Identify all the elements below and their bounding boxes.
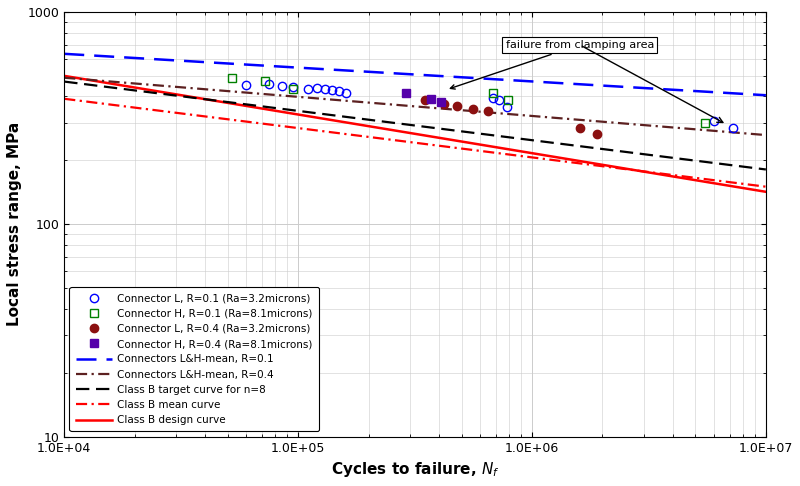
Line: Connector H, R=0.4 (Ra=8.1microns): Connector H, R=0.4 (Ra=8.1microns) bbox=[402, 89, 446, 106]
Class B mean curve bbox=[634, 168, 644, 174]
Class B mean curve bbox=[761, 184, 770, 190]
Connector H, R=0.4 (Ra=8.1microns) bbox=[437, 100, 446, 105]
Class B target curve for n=8 bbox=[397, 121, 406, 127]
Connector L, R=0.1 (Ra=3.2microns) bbox=[728, 125, 738, 131]
Class B design curve bbox=[744, 186, 754, 192]
Class B design curve bbox=[397, 129, 406, 135]
Connector L, R=0.1 (Ra=3.2microns) bbox=[502, 104, 511, 110]
Connector L, R=0.1 (Ra=3.2microns) bbox=[303, 86, 313, 92]
Class B target curve for n=8 bbox=[634, 151, 644, 156]
Class B mean curve bbox=[397, 138, 406, 144]
Connectors L&H-mean, R=0.4 bbox=[477, 109, 486, 115]
Class B target curve for n=8 bbox=[761, 167, 770, 173]
Connector L, R=0.1 (Ra=3.2microns) bbox=[327, 87, 337, 93]
Class B mean curve bbox=[744, 182, 754, 188]
Connectors L&H-mean, R=0.4 bbox=[439, 106, 449, 112]
Class B target curve for n=8 bbox=[477, 131, 486, 137]
Connectors L&H-mean, R=0.4 bbox=[634, 122, 644, 128]
Text: failure from clamping area: failure from clamping area bbox=[450, 40, 654, 89]
Class B design curve bbox=[393, 128, 402, 134]
Connector L, R=0.1 (Ra=3.2microns) bbox=[494, 97, 503, 103]
Connector L, R=0.4 (Ra=3.2microns) bbox=[575, 125, 585, 131]
Connector L, R=0.1 (Ra=3.2microns) bbox=[320, 86, 330, 92]
Connector L, R=0.1 (Ra=3.2microns) bbox=[242, 82, 251, 87]
Line: Connector L, R=0.1 (Ra=3.2microns): Connector L, R=0.1 (Ra=3.2microns) bbox=[242, 79, 737, 132]
Connector L, R=0.1 (Ra=3.2microns) bbox=[341, 90, 350, 96]
Class B design curve bbox=[634, 168, 644, 174]
Connector L, R=0.1 (Ra=3.2microns) bbox=[709, 119, 718, 124]
Class B target curve for n=8 bbox=[439, 126, 449, 132]
Class B mean curve bbox=[477, 148, 486, 154]
Line: Class B design curve: Class B design curve bbox=[64, 76, 766, 192]
Connector L, R=0.4 (Ra=3.2microns) bbox=[439, 101, 449, 106]
Connectors L&H-mean, R=0.4 bbox=[393, 102, 402, 108]
Connector L, R=0.4 (Ra=3.2microns) bbox=[592, 132, 602, 138]
Line: Class B target curve for n=8: Class B target curve for n=8 bbox=[64, 82, 766, 170]
Connectors L&H-mean, R=0.1 bbox=[634, 85, 644, 91]
Line: Connectors L&H-mean, R=0.1: Connectors L&H-mean, R=0.1 bbox=[64, 54, 766, 95]
Class B mean curve bbox=[59, 96, 69, 102]
Connector H, R=0.1 (Ra=8.1microns) bbox=[488, 90, 498, 96]
Connector L, R=0.1 (Ra=3.2microns) bbox=[288, 84, 298, 89]
Class B target curve for n=8 bbox=[59, 79, 69, 85]
Connectors L&H-mean, R=0.1 bbox=[761, 92, 770, 98]
Class B design curve bbox=[59, 73, 69, 79]
Class B mean curve bbox=[393, 138, 402, 143]
Connector L, R=0.1 (Ra=3.2microns) bbox=[264, 81, 274, 87]
Connector H, R=0.4 (Ra=8.1microns) bbox=[402, 90, 411, 96]
Connectors L&H-mean, R=0.4 bbox=[761, 132, 770, 138]
Connector L, R=0.4 (Ra=3.2microns) bbox=[468, 106, 478, 112]
Connectors L&H-mean, R=0.4 bbox=[397, 103, 406, 108]
Connectors L&H-mean, R=0.1 bbox=[397, 71, 406, 77]
Connectors L&H-mean, R=0.4 bbox=[59, 75, 69, 81]
Connector L, R=0.1 (Ra=3.2microns) bbox=[277, 83, 286, 88]
Legend: Connector L, R=0.1 (Ra=3.2microns), Connector H, R=0.1 (Ra=8.1microns), Connecto: Connector L, R=0.1 (Ra=3.2microns), Conn… bbox=[70, 287, 319, 432]
Connectors L&H-mean, R=0.1 bbox=[393, 70, 402, 76]
Connector L, R=0.1 (Ra=3.2microns) bbox=[488, 95, 498, 101]
Connector H, R=0.1 (Ra=8.1microns) bbox=[227, 75, 237, 81]
Class B mean curve bbox=[439, 143, 449, 149]
Connector H, R=0.1 (Ra=8.1microns) bbox=[288, 86, 298, 92]
Connector H, R=0.1 (Ra=8.1microns) bbox=[260, 78, 270, 84]
Class B design curve bbox=[439, 136, 449, 141]
Line: Class B mean curve: Class B mean curve bbox=[64, 99, 766, 187]
Line: Connector L, R=0.4 (Ra=3.2microns): Connector L, R=0.4 (Ra=3.2microns) bbox=[421, 96, 602, 139]
Connector L, R=0.4 (Ra=3.2microns) bbox=[421, 97, 430, 103]
Connector H, R=0.1 (Ra=8.1microns) bbox=[700, 120, 710, 126]
Class B design curve bbox=[761, 189, 770, 195]
Connector L, R=0.1 (Ra=3.2microns) bbox=[334, 88, 344, 94]
Connector H, R=0.1 (Ra=8.1microns) bbox=[503, 97, 513, 103]
Class B target curve for n=8 bbox=[393, 121, 402, 126]
Line: Connectors L&H-mean, R=0.4: Connectors L&H-mean, R=0.4 bbox=[64, 78, 766, 135]
Connector L, R=0.1 (Ra=3.2microns) bbox=[312, 85, 322, 90]
Y-axis label: Local stress range, MPa: Local stress range, MPa bbox=[7, 122, 22, 327]
Connectors L&H-mean, R=0.1 bbox=[744, 91, 754, 97]
Connector L, R=0.4 (Ra=3.2microns) bbox=[483, 108, 493, 114]
Line: Connector H, R=0.1 (Ra=8.1microns): Connector H, R=0.1 (Ra=8.1microns) bbox=[227, 73, 710, 127]
Connectors L&H-mean, R=0.1 bbox=[439, 73, 449, 79]
Class B target curve for n=8 bbox=[744, 164, 754, 170]
Class B design curve bbox=[477, 142, 486, 148]
X-axis label: Cycles to failure, $N_f$: Cycles to failure, $N_f$ bbox=[330, 460, 499, 479]
Connectors L&H-mean, R=0.1 bbox=[59, 51, 69, 57]
Connectors L&H-mean, R=0.1 bbox=[477, 75, 486, 81]
Connectors L&H-mean, R=0.4 bbox=[744, 131, 754, 137]
Connector H, R=0.4 (Ra=8.1microns) bbox=[426, 96, 436, 102]
Connector L, R=0.4 (Ra=3.2microns) bbox=[453, 103, 462, 109]
